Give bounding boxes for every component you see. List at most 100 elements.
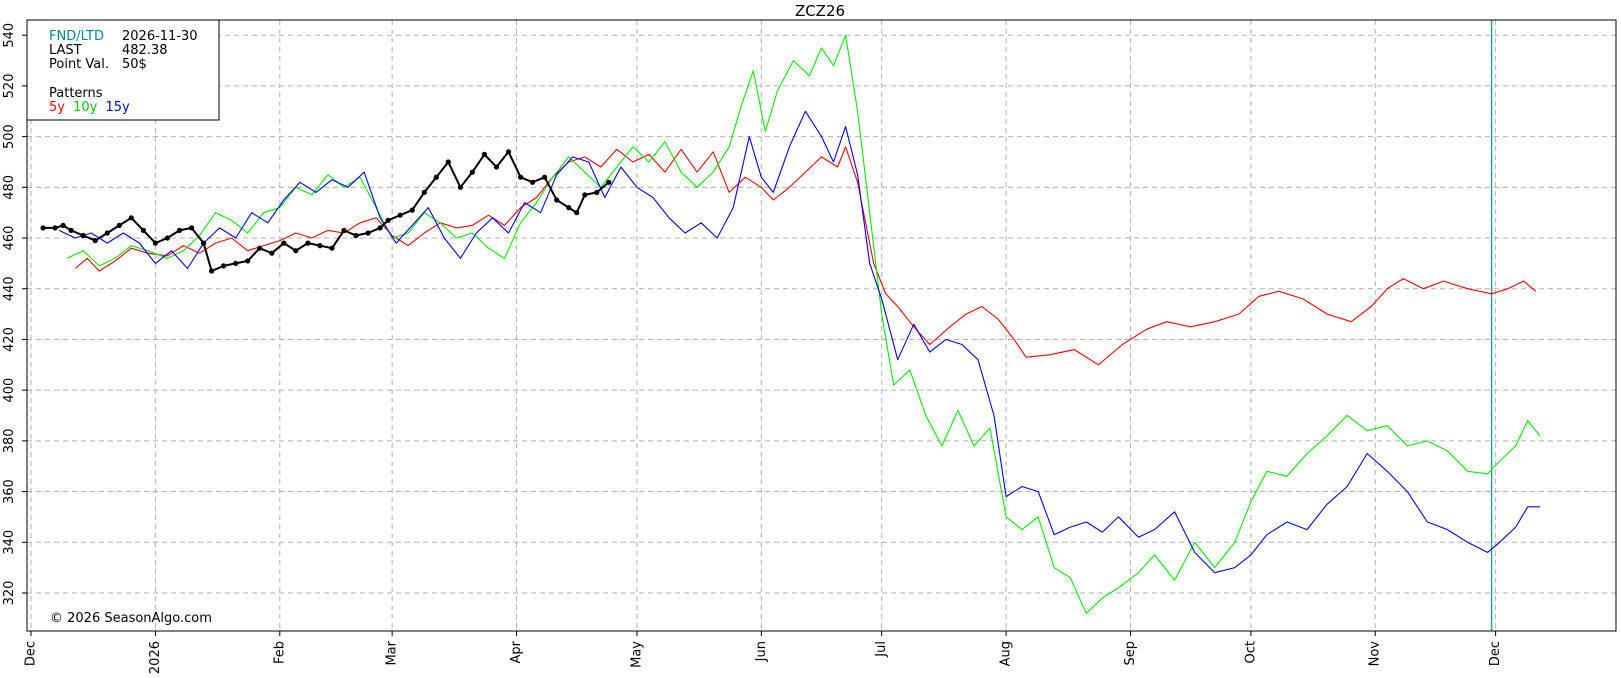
last-value: 482.38 — [122, 43, 168, 58]
y-tick-label: 460 — [2, 226, 17, 251]
data-point-actual — [152, 240, 158, 246]
x-axis: Dec 2026 Feb Mar Apr May Jun Jul Aug Sep Oct Nov Dec — [24, 631, 1503, 674]
copyright: © 2026 SeasonAlgo.com — [50, 611, 212, 626]
y-tick-label: 500 — [2, 124, 17, 149]
data-point-actual — [365, 230, 371, 236]
data-point-actual — [445, 159, 451, 165]
x-tick-label: Jul — [874, 641, 889, 658]
grid — [27, 20, 1616, 631]
y-tick-label: 340 — [2, 530, 17, 555]
y-tick-label: 380 — [2, 428, 17, 453]
data-point-actual — [80, 232, 86, 239]
data-point-actual — [52, 225, 58, 231]
data-point-actual — [329, 245, 335, 251]
y-tick-label: 540 — [2, 23, 17, 48]
data-point-actual — [92, 238, 98, 244]
data-point-actual — [317, 243, 323, 249]
series-group — [40, 34, 1541, 614]
y-tick-label: 400 — [2, 378, 17, 403]
data-point-actual — [421, 189, 427, 195]
series-line-actual — [43, 150, 610, 272]
series-line-15y — [58, 110, 1540, 574]
data-point-actual — [104, 230, 110, 236]
info-box: FND/LTD 2026-11-30 LAST 482.38 Point Val… — [26, 19, 220, 121]
x-tick-label: May — [629, 641, 644, 668]
data-point-actual — [554, 197, 560, 203]
x-tick-label: Mar — [385, 640, 400, 665]
data-point-actual — [582, 192, 588, 198]
y-tick-label: 520 — [2, 74, 17, 99]
data-point-actual — [281, 240, 287, 246]
last-label: LAST — [49, 43, 82, 58]
patterns-label: Patterns — [49, 86, 103, 101]
fnd-value: 2026-11-30 — [122, 29, 198, 44]
data-point-actual — [594, 189, 600, 195]
y-tick-label: 320 — [2, 581, 17, 606]
data-point-actual — [176, 227, 183, 233]
data-point-actual — [221, 263, 227, 269]
data-point-actual — [530, 179, 536, 185]
data-point-actual — [305, 240, 311, 246]
data-point-actual — [606, 179, 612, 185]
data-point-actual — [128, 215, 134, 221]
data-point-actual — [269, 250, 275, 256]
fnd-label: FND/LTD — [49, 29, 104, 44]
data-point-actual — [542, 174, 548, 180]
y-tick-label: 420 — [2, 327, 17, 352]
legend-patterns: 5y 10y 15y — [49, 100, 130, 115]
data-point-actual — [493, 164, 500, 170]
x-tick-label: Jun — [754, 641, 769, 662]
data-point-actual — [40, 225, 46, 231]
data-point-actual — [245, 258, 251, 264]
y-tick-label: 440 — [2, 276, 17, 301]
data-point-actual — [68, 227, 74, 233]
x-tick-label: Nov — [1368, 641, 1383, 667]
data-point-actual — [257, 245, 263, 251]
data-point-actual — [566, 205, 572, 211]
data-point-actual — [457, 184, 463, 190]
data-point-actual — [481, 151, 487, 157]
point-value: 50$ — [122, 57, 147, 72]
data-point-actual — [293, 248, 299, 254]
x-tick-label: Oct — [1243, 641, 1258, 663]
data-point-actual — [505, 149, 512, 155]
data-point-actual — [377, 225, 383, 231]
data-point-actual — [140, 227, 146, 233]
legend-5y: 5y — [49, 100, 65, 115]
y-axis: 320 340 360 380 400 420 440 460 480 500 520 540 — [2, 23, 27, 606]
x-tick-label: Dec — [1488, 641, 1503, 666]
series-line-5y — [74, 146, 1537, 366]
point-value-label: Point Val. — [49, 57, 109, 72]
y-tick-label: 480 — [2, 175, 17, 200]
legend-15y: 15y — [106, 100, 131, 115]
data-point-actual — [353, 232, 359, 239]
data-point-actual — [518, 174, 524, 180]
data-point-actual — [60, 222, 66, 228]
data-point-actual — [201, 240, 207, 246]
info-box-frame — [26, 19, 220, 121]
x-tick-label: Aug — [999, 641, 1014, 666]
legend-10y: 10y — [73, 100, 98, 115]
chart-title: ZCZ26 — [795, 2, 845, 20]
x-tick-label: Apr — [509, 640, 524, 663]
data-point-actual — [385, 217, 391, 223]
data-point-actual — [164, 235, 170, 241]
data-point-actual — [433, 174, 439, 180]
x-tick-label: Sep — [1123, 641, 1138, 666]
data-point-actual — [574, 210, 580, 216]
x-tick-label: 2026 — [148, 641, 163, 674]
data-point-actual — [341, 227, 347, 233]
data-point-actual — [469, 169, 475, 175]
data-point-actual — [397, 212, 403, 218]
data-point-actual — [116, 222, 122, 228]
series-line-10y — [66, 34, 1541, 614]
x-tick-label: Dec — [24, 641, 39, 666]
data-point-actual — [188, 225, 195, 231]
data-point-actual — [233, 260, 239, 266]
y-tick-label: 360 — [2, 479, 17, 504]
data-point-actual — [409, 207, 415, 213]
x-tick-label: Feb — [272, 641, 287, 664]
data-point-actual — [209, 268, 215, 274]
plot-frame — [26, 19, 1617, 632]
